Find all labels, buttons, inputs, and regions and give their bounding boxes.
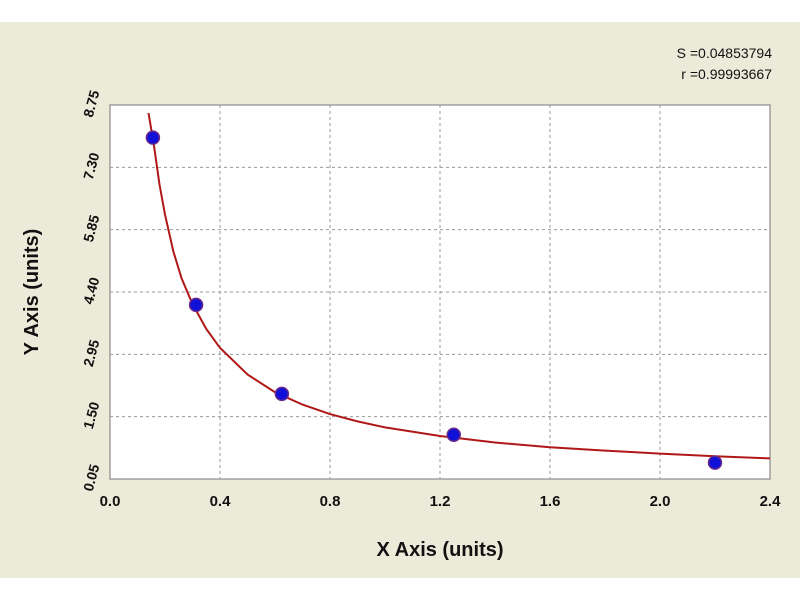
y-tick-label: 5.85 (80, 213, 103, 244)
data-point (446, 427, 461, 442)
y-tick-label: 7.30 (80, 151, 103, 182)
data-point (274, 386, 290, 402)
x-tick-label: 0.8 (320, 493, 341, 510)
data-point (145, 130, 161, 145)
y-tick-label: 0.05 (80, 462, 103, 493)
x-tick-label: 0.0 (100, 493, 121, 510)
y-tick-label: 4.40 (80, 275, 103, 306)
y-tick-label: 1.50 (80, 400, 103, 431)
x-tick-label: 0.4 (210, 493, 232, 510)
chart-panel: 0.0 0.4 0.8 1.2 1.6 2.0 2.4 0.05 1.50 2.95 4.40 5.8… (0, 22, 800, 578)
data-points (145, 130, 723, 470)
x-axis-title: X Axis (units) (376, 539, 503, 561)
grid-lines (110, 105, 770, 479)
data-point (707, 455, 723, 470)
y-tick-label: 2.95 (80, 338, 103, 369)
x-tick-label: 2.4 (760, 493, 782, 510)
y-tick-label: 8.75 (80, 88, 103, 119)
x-tick-label: 1.6 (540, 493, 561, 510)
chart-svg: 0.0 0.4 0.8 1.2 1.6 2.0 2.4 0.05 1.50 2.95 4.40 5.8… (21, 45, 781, 561)
x-tick-label: 1.2 (430, 493, 451, 510)
x-tick-label: 2.0 (650, 493, 671, 510)
y-axis-title: Y Axis (units) (21, 229, 43, 356)
fit-curve (147, 112, 771, 460)
tick-labels: 0.0 0.4 0.8 1.2 1.6 2.0 2.4 0.05 1.50 2.95 4.40 5.8… (80, 88, 781, 510)
data-point (188, 297, 204, 313)
s-statistic: S =0.04853794 (677, 45, 773, 61)
r-statistic: r =0.99993667 (681, 66, 772, 82)
